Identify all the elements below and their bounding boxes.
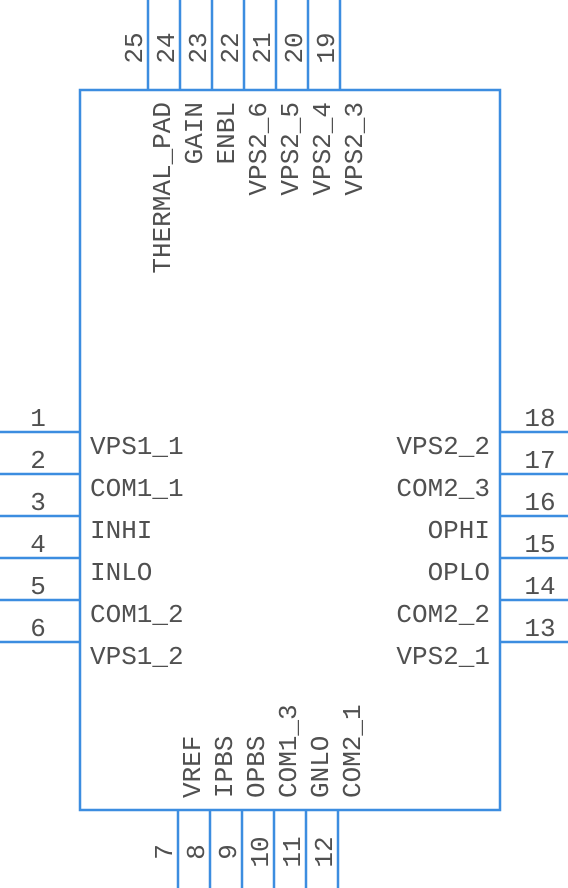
pin-label: IPBS xyxy=(210,736,240,798)
pin-label: ENBL xyxy=(212,102,242,164)
pin-label: COM1_3 xyxy=(274,704,304,798)
pin-number: 15 xyxy=(524,530,555,560)
pin-label: COM2_1 xyxy=(338,704,368,798)
pin-number: 4 xyxy=(30,530,46,560)
pin-number: 7 xyxy=(150,844,180,860)
pin-label: VPS2_6 xyxy=(244,102,274,196)
pin-label: VREF xyxy=(178,736,208,798)
pin-number: 9 xyxy=(214,844,244,860)
pin-label: COM1_2 xyxy=(90,600,184,630)
pin-number: 2 xyxy=(30,446,46,476)
pin-number: 16 xyxy=(524,488,555,518)
pin-label: COM1_1 xyxy=(90,474,184,504)
pin-label: COM2_3 xyxy=(396,474,490,504)
pin-number: 1 xyxy=(30,404,46,434)
pin-number: 10 xyxy=(246,836,276,867)
pin-number: 17 xyxy=(524,446,555,476)
pin-number: 20 xyxy=(280,32,310,63)
pin-label: THERMAL_PAD xyxy=(148,102,178,274)
pin-label: VPS2_3 xyxy=(340,102,370,196)
pin-number: 11 xyxy=(278,836,308,867)
pin-label: VPS1_1 xyxy=(90,432,184,462)
pin-number: 21 xyxy=(248,32,278,63)
pin-number: 14 xyxy=(524,572,555,602)
pin-number: 6 xyxy=(30,614,46,644)
pin-number: 3 xyxy=(30,488,46,518)
pin-number: 24 xyxy=(152,32,182,63)
pin-label: VPS1_2 xyxy=(90,642,184,672)
pin-label: GNLO xyxy=(306,736,336,798)
pin-label: VPS2_4 xyxy=(308,102,338,196)
pin-label: INLO xyxy=(90,558,152,588)
pin-number: 13 xyxy=(524,614,555,644)
pin-label: OPBS xyxy=(242,736,272,798)
pin-label: GAIN xyxy=(180,102,210,164)
pin-label: VPS2_1 xyxy=(396,642,490,672)
pin-label: INHI xyxy=(90,516,152,546)
pin-number: 12 xyxy=(310,836,340,867)
pin-number: 22 xyxy=(216,32,246,63)
pin-number: 8 xyxy=(182,844,212,860)
pin-number: 19 xyxy=(312,32,342,63)
pin-number: 18 xyxy=(524,404,555,434)
pin-label: COM2_2 xyxy=(396,600,490,630)
pin-label: OPLO xyxy=(428,558,490,588)
pin-number: 5 xyxy=(30,572,46,602)
pin-number: 23 xyxy=(184,32,214,63)
pin-label: VPS2_5 xyxy=(276,102,306,196)
pin-label: VPS2_2 xyxy=(396,432,490,462)
pin-label: OPHI xyxy=(428,516,490,546)
pin-number: 25 xyxy=(120,32,150,63)
